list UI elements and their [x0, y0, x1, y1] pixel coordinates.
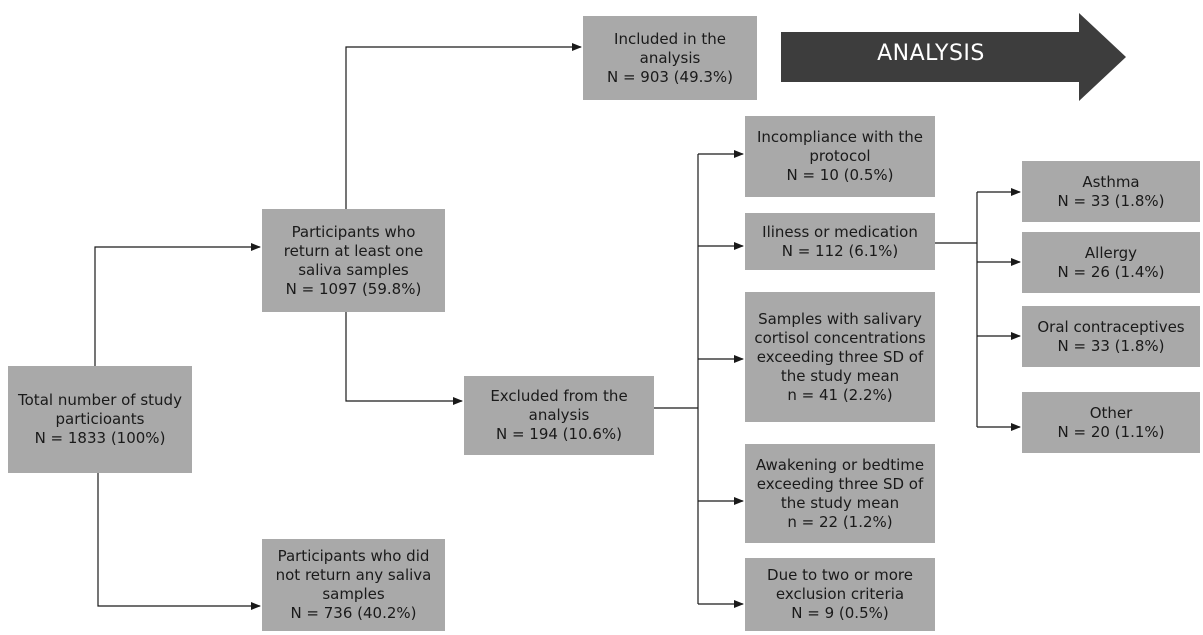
- node-oral-contraceptives-text: Oral contraceptives N = 33 (1.8%): [1037, 317, 1185, 355]
- analysis-arrow-shape: [781, 13, 1126, 101]
- analysis-arrow-path: [781, 13, 1126, 101]
- node-two-or-more-criteria: Due to two or more exclusion criteria N …: [745, 558, 935, 631]
- connector-total-to-not-returned: [97, 473, 261, 610]
- node-returned-samples-text: Participants who return at least one sal…: [283, 222, 424, 298]
- node-excluded: Excluded from the analysis N = 194 (10.6…: [464, 376, 654, 455]
- node-cortisol: Samples with salivary cortisol concentra…: [745, 292, 935, 422]
- node-not-returned-samples-text: Participants who did not return any sali…: [275, 547, 432, 622]
- node-returned-samples: Participants who return at least one sal…: [262, 209, 445, 312]
- node-not-returned-samples: Participants who did not return any sali…: [262, 539, 445, 631]
- node-allergy-text: Allergy N = 26 (1.4%): [1057, 243, 1165, 281]
- node-incompliance: Incompliance with the protocol N = 10 (0…: [745, 116, 935, 197]
- analysis-arrow-label: ANALYSIS: [877, 41, 985, 66]
- node-excluded-text: Excluded from the analysis N = 194 (10.6…: [490, 387, 628, 443]
- node-allergy: Allergy N = 26 (1.4%): [1022, 232, 1200, 293]
- node-incompliance-text: Incompliance with the protocol N = 10 (0…: [757, 128, 923, 184]
- node-included-text: Included in the analysis N = 903 (49.3%): [606, 29, 734, 86]
- node-awakening-bedtime: Awakening or bedtime exceeding three SD …: [745, 444, 935, 543]
- connector-returned-to-excluded: [345, 312, 463, 405]
- node-two-or-more-criteria-text: Due to two or more exclusion criteria N …: [767, 566, 913, 622]
- analysis-arrow: ANALYSIS: [781, 13, 1126, 101]
- node-total-participants: Total number of study particioants N = 1…: [8, 366, 192, 473]
- node-illness-medication-text: Iliness or medication N = 112 (6.1%): [762, 222, 918, 260]
- node-total-participants-text: Total number of study particioants N = 1…: [18, 391, 182, 447]
- connector-returned-to-included: [345, 43, 582, 209]
- node-asthma: Asthma N = 33 (1.8%): [1022, 161, 1200, 222]
- node-cortisol-text: Samples with salivary cortisol concentra…: [754, 309, 926, 404]
- node-included: Included in the analysis N = 903 (49.3%): [583, 16, 757, 100]
- node-oral-contraceptives: Oral contraceptives N = 33 (1.8%): [1022, 306, 1200, 367]
- node-awakening-bedtime-text: Awakening or bedtime exceeding three SD …: [755, 455, 925, 531]
- node-illness-medication: Iliness or medication N = 112 (6.1%): [745, 213, 935, 270]
- node-other-text: Other N = 20 (1.1%): [1057, 403, 1165, 441]
- node-other: Other N = 20 (1.1%): [1022, 392, 1200, 453]
- node-asthma-text: Asthma N = 33 (1.8%): [1057, 172, 1165, 210]
- connector-total-to-returned: [94, 243, 261, 366]
